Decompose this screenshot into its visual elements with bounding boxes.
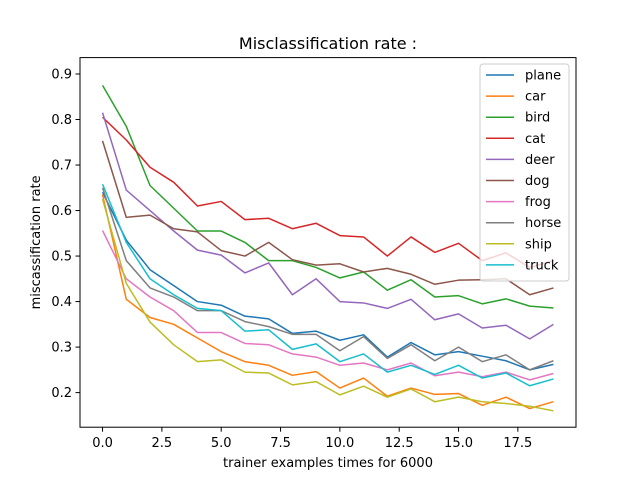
x-tick-label: 0.0 — [92, 436, 113, 451]
plot-area — [101, 84, 554, 412]
y-tick-label: 0.6 — [51, 204, 72, 219]
x-axis-label: trainer examples times for 6000 — [223, 456, 433, 471]
chart-title: Misclassification rate : — [239, 34, 417, 53]
legend-label-frog: frog — [525, 195, 551, 210]
legend-label-dog: dog — [525, 174, 549, 189]
legend-label-ship: ship — [525, 237, 552, 252]
legend-label-bird: bird — [525, 111, 550, 126]
y-tick-label: 0.2 — [51, 386, 72, 401]
series-line-horse — [101, 187, 554, 371]
y-tick-label: 0.3 — [51, 341, 72, 356]
x-tick-label: 5.0 — [211, 436, 232, 451]
legend-label-plane: plane — [525, 69, 561, 84]
series-line-dog — [101, 140, 554, 296]
legend-label-truck: truck — [525, 258, 559, 273]
y-axis-label: miscassification rate — [29, 175, 44, 309]
series-line-car — [101, 194, 554, 410]
y-tick-label: 0.5 — [51, 250, 72, 265]
x-tick-label: 2.5 — [152, 436, 173, 451]
series-line-deer — [101, 112, 554, 340]
y-tick-label: 0.8 — [51, 113, 72, 128]
series-line-bird — [101, 84, 554, 309]
x-tick-label: 10.0 — [325, 436, 354, 451]
plot-frame — [79, 57, 577, 428]
y-tick-label: 0.7 — [51, 159, 72, 174]
legend-label-car: car — [525, 90, 546, 105]
legend-label-cat: cat — [525, 132, 545, 147]
x-axis: 0.0 2.5 5.0 7.5 10.0 12.5 15.0 17.5 — [92, 427, 532, 451]
x-tick-label: 17.5 — [503, 436, 532, 451]
series-line-plane — [101, 191, 554, 371]
y-tick-label: 0.9 — [51, 67, 72, 82]
series-line-ship — [101, 198, 554, 412]
x-tick-label: 15.0 — [444, 436, 473, 451]
y-tick-label: 0.4 — [51, 295, 72, 310]
x-tick-label: 7.5 — [270, 436, 291, 451]
legend: plane car bird cat deer dog frog horse ship truck — [479, 63, 570, 282]
series-line-cat — [102, 116, 554, 269]
legend-label-deer: deer — [525, 153, 555, 168]
x-tick-label: 12.5 — [385, 436, 414, 451]
legend-box — [479, 63, 570, 282]
legend-label-horse: horse — [525, 216, 561, 231]
y-axis: 0.2 0.3 0.4 0.5 0.6 0.7 0.8 0.9 — [51, 67, 80, 401]
series-line-truck — [101, 183, 554, 387]
